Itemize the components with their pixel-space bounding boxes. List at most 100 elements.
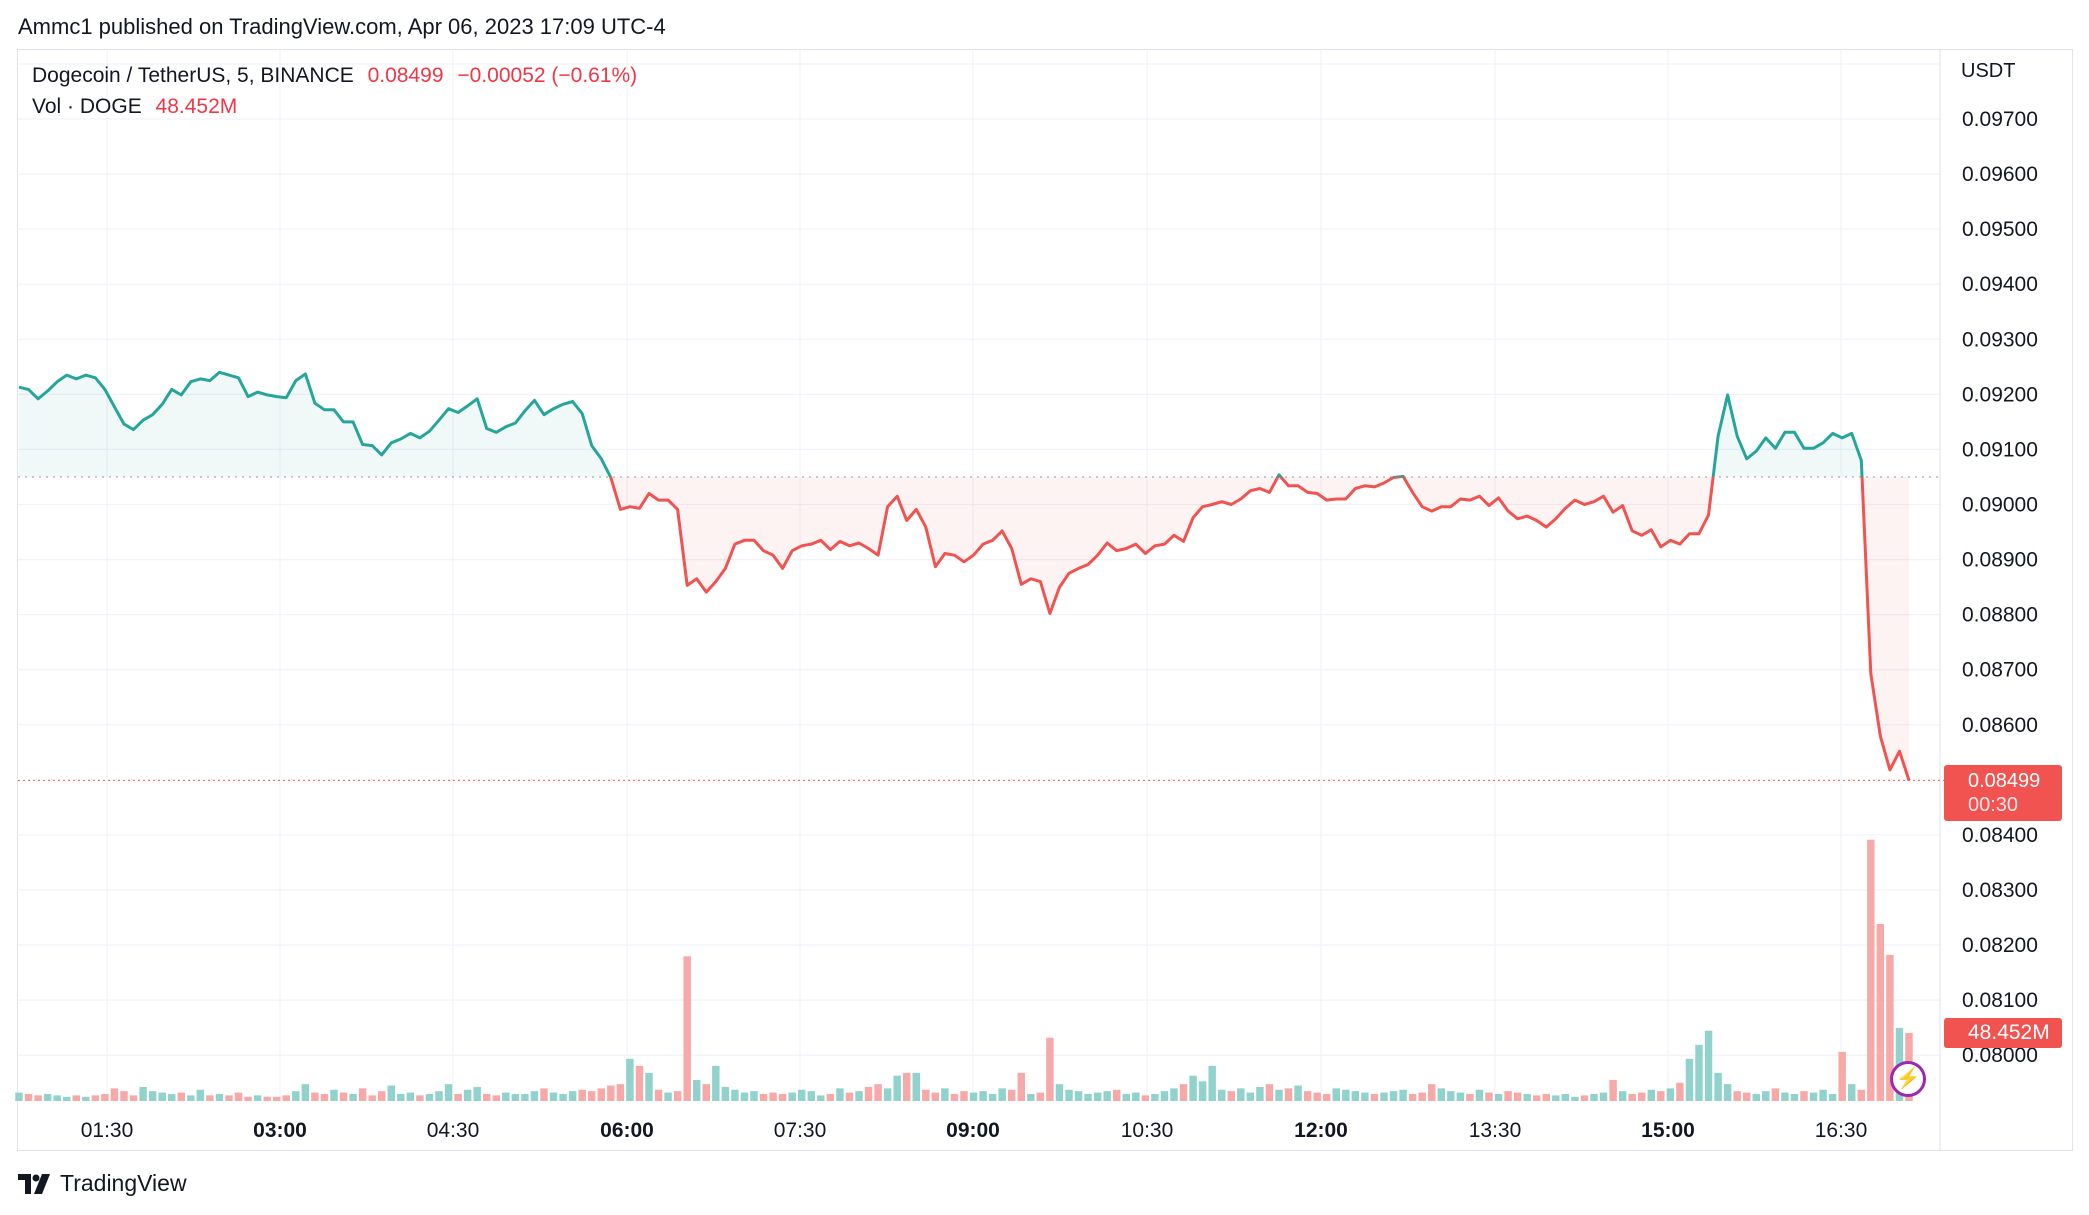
chart-frame: [17, 49, 2073, 1151]
volume-bar: [1313, 1092, 1321, 1101]
last-price-value: 0.08499: [1968, 770, 2041, 792]
volume-bar: [1762, 1091, 1770, 1101]
tradingview-logo-icon: [18, 1173, 50, 1194]
last-volume-label: 48.452M: [1944, 1018, 2062, 1048]
x-tick-label: 12:00: [1294, 1119, 1348, 1142]
x-tick-label: 06:00: [600, 1119, 654, 1142]
last-price: 0.08499: [367, 64, 444, 87]
y-tick-label: 0.09200: [1962, 383, 2038, 406]
volume-bar: [483, 1093, 491, 1101]
volume-bar: [1647, 1089, 1655, 1101]
volume-bar: [1561, 1093, 1570, 1101]
volume-bar: [1552, 1095, 1560, 1101]
x-tick-label: 16:30: [1815, 1119, 1868, 1142]
volume-bar: [1275, 1089, 1283, 1101]
volume-bar: [1132, 1092, 1140, 1101]
volume-bar: [1876, 923, 1885, 1101]
volume-bar: [1513, 1092, 1522, 1101]
logo-text: TradingView: [60, 1170, 187, 1196]
symbol-title[interactable]: Dogecoin / TetherUS, 5, BINANCE: [32, 64, 354, 87]
volume-bar: [845, 1092, 854, 1101]
volume-title[interactable]: Vol · DOGE: [32, 95, 142, 118]
y-tick-label: 0.08300: [1962, 879, 2038, 902]
volume-bar: [397, 1093, 405, 1101]
volume-bar: [1074, 1091, 1083, 1101]
volume-bar: [836, 1088, 844, 1101]
volume-bar: [922, 1089, 930, 1101]
baseline-fill-above: [19, 372, 1909, 477]
volume-bar: [1208, 1065, 1216, 1101]
volume-bar: [1590, 1093, 1598, 1101]
volume-bar: [416, 1095, 424, 1101]
volume-bar: [1542, 1093, 1550, 1101]
volume-bar: [1113, 1089, 1121, 1101]
volume-bar: [1618, 1091, 1627, 1101]
x-tick-label: 07:30: [774, 1119, 827, 1142]
volume-bar: [788, 1092, 796, 1101]
volume-bar: [234, 1092, 243, 1101]
volume-bar: [1389, 1091, 1398, 1101]
y-tick-label: 0.08900: [1962, 549, 2038, 572]
tradingview-logo[interactable]: TradingView: [18, 1170, 187, 1197]
y-tick-label: 0.08400: [1962, 824, 2038, 847]
volume-bar: [301, 1084, 310, 1101]
volume-bar: [1857, 1089, 1865, 1101]
volume-bar: [1599, 1092, 1608, 1101]
volume-bar: [110, 1088, 119, 1101]
volume-bar: [463, 1089, 472, 1101]
volume-bar: [1571, 1096, 1579, 1101]
y-tick-label: 0.08100: [1962, 989, 2038, 1012]
y-tick-label: 0.09000: [1962, 493, 2038, 516]
volume-bar: [1036, 1092, 1045, 1101]
baseline-fill-below: [19, 476, 1909, 781]
volume-bar: [282, 1095, 290, 1101]
volume-bar: [568, 1091, 577, 1101]
volume-bar: [521, 1093, 529, 1101]
volume-bar: [607, 1085, 615, 1101]
volume-bar: [1418, 1092, 1426, 1101]
volume-bar: [502, 1092, 510, 1101]
volume-bar: [273, 1096, 281, 1101]
volume-bar: [1170, 1088, 1178, 1101]
volume-bar: [1332, 1088, 1340, 1101]
y-tick-label: 0.08600: [1962, 714, 2038, 737]
volume-bar: [444, 1084, 453, 1101]
volume-bar: [1103, 1091, 1111, 1101]
volume-bar: [1723, 1084, 1732, 1101]
volume-bar: [1475, 1089, 1484, 1101]
volume-bar: [626, 1058, 634, 1101]
volume-bar: [1819, 1089, 1827, 1101]
volume-bar: [244, 1096, 252, 1101]
volume-bar: [1848, 1084, 1856, 1101]
volume-bar: [368, 1095, 376, 1101]
volume-bar: [1323, 1093, 1331, 1101]
volume-bar: [988, 1093, 997, 1101]
volume-bar: [1533, 1095, 1541, 1101]
volume-bar: [406, 1092, 415, 1101]
volume-bar: [330, 1089, 338, 1101]
volume-bar: [1151, 1093, 1159, 1101]
volume-bar: [187, 1095, 195, 1101]
volume-bar: [1246, 1092, 1255, 1101]
volume-bar: [1800, 1091, 1808, 1101]
y-tick-label: 0.08800: [1962, 604, 2038, 627]
volume-bar: [148, 1091, 157, 1101]
lightning-icon[interactable]: ⚡: [1890, 1061, 1926, 1097]
volume-bar: [24, 1093, 33, 1101]
price-change: −0.00052 (−0.61%): [457, 64, 638, 87]
volume-bar: [168, 1093, 176, 1101]
volume-bar: [1609, 1079, 1617, 1101]
volume-bar: [1160, 1091, 1169, 1101]
volume-bar: [864, 1086, 873, 1101]
y-tick-label: 0.09700: [1962, 108, 2038, 131]
volume-bar: [1867, 839, 1875, 1101]
volume-bar: [1685, 1058, 1694, 1101]
volume-bar: [1017, 1072, 1025, 1101]
volume-bar: [82, 1096, 90, 1101]
x-tick-label: 04:30: [427, 1119, 480, 1142]
symbol-legend: Dogecoin / TetherUS, 5, BINANCE 0.08499 …: [32, 64, 645, 88]
volume-bar: [1638, 1092, 1646, 1101]
volume-bar: [177, 1092, 185, 1101]
volume-bar: [72, 1095, 80, 1101]
